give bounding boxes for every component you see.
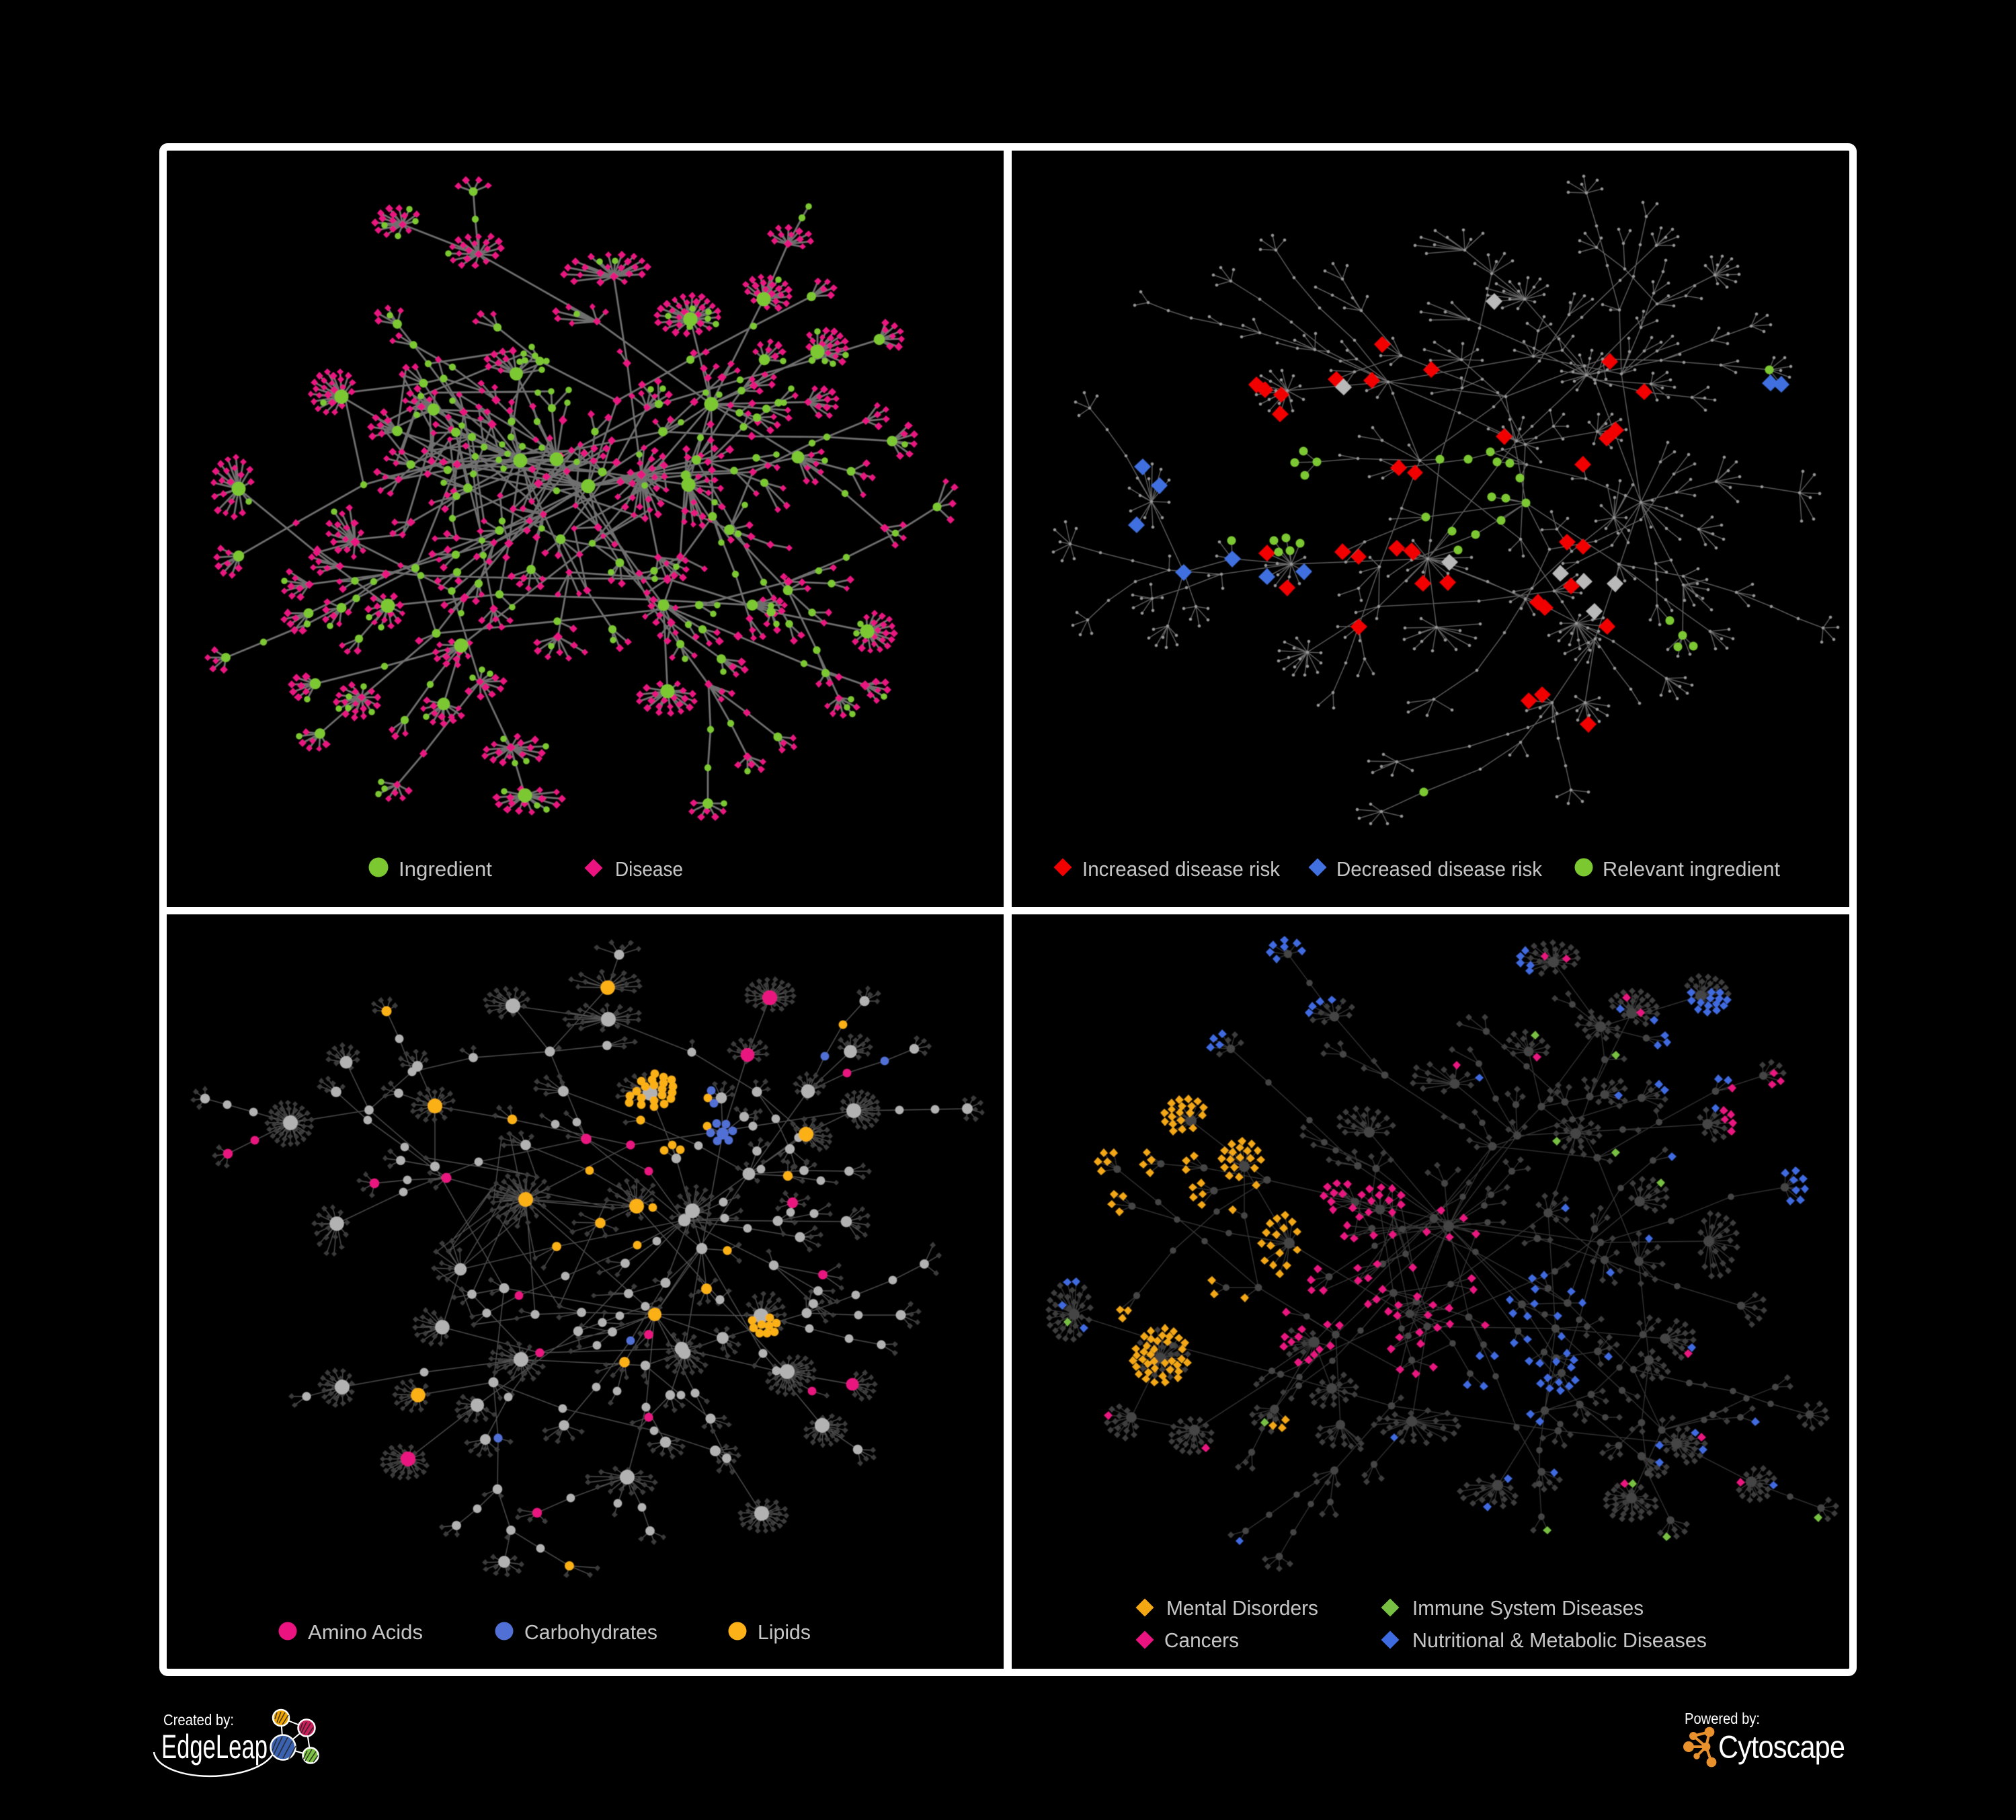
svg-text:Lipids: Lipids xyxy=(758,1621,811,1644)
svg-text:Carbohydrates: Carbohydrates xyxy=(524,1621,657,1644)
svg-text:Decreased disease risk: Decreased disease risk xyxy=(1336,858,1543,881)
svg-text:Cancers: Cancers xyxy=(1164,1629,1239,1652)
svg-text:Nutritional & Metabolic Diseas: Nutritional & Metabolic Diseases xyxy=(1412,1629,1707,1652)
svg-text:Amino Acids: Amino Acids xyxy=(308,1621,423,1644)
svg-text:Created by:: Created by: xyxy=(163,1711,234,1729)
svg-text:Increased disease risk: Increased disease risk xyxy=(1082,858,1281,881)
svg-text:Mental Disorders: Mental Disorders xyxy=(1166,1597,1318,1620)
svg-text:Immune System Diseases: Immune System Diseases xyxy=(1412,1597,1644,1620)
svg-text:Cytoscape: Cytoscape xyxy=(1718,1729,1845,1765)
svg-text:Powered by:: Powered by: xyxy=(1685,1710,1760,1727)
svg-text:Ingredient: Ingredient xyxy=(399,858,493,881)
svg-text:Disease: Disease xyxy=(615,858,683,881)
svg-text:Relevant ingredient: Relevant ingredient xyxy=(1603,858,1781,881)
svg-text:EdgeLeap: EdgeLeap xyxy=(161,1728,268,1766)
